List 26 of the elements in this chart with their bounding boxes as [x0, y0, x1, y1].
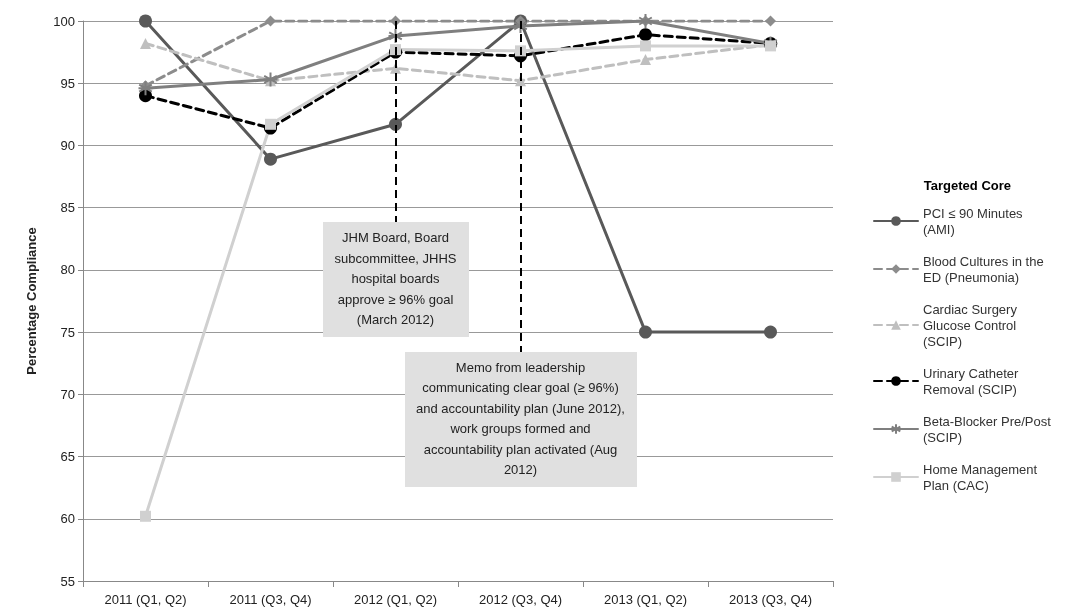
- x-tick-label: 2012 (Q1, Q2): [353, 592, 438, 607]
- y-axis-title: Percentage Compliance: [24, 227, 39, 375]
- y-tick-label: 85: [60, 200, 75, 216]
- y-tick-label: 90: [60, 137, 75, 153]
- y-tick-label: 80: [60, 262, 75, 278]
- note-box: JHM Board, Board subcommittee, JHHS hospital boards approve ≥ 96% goal (March 2012): [322, 222, 469, 337]
- legend-label: Home Management Plan (CAC): [923, 461, 1041, 493]
- note-box: Memo from leadership communicating clear goal (≥ 96%) and accountability plan (June 2012), work groups formed and accountability plan activated (Aug 2012): [404, 351, 637, 487]
- y-tick-label: 95: [60, 75, 75, 91]
- x-tick-label: 2011 (Q1, Q2): [104, 592, 187, 607]
- x-tick-label: 2012 (Q3, Q4): [478, 592, 563, 607]
- legend-label: Beta-Blocker Pre/Post (SCIP): [923, 413, 1055, 445]
- legend-title: Targeted Core: [923, 178, 1012, 193]
- y-tick-label: 65: [60, 449, 75, 465]
- x-tick-label: 2013 (Q3, Q4): [728, 592, 813, 607]
- legend-label: Urinary Catheter Removal (SCIP): [923, 365, 1022, 397]
- y-tick-label: 100: [53, 13, 75, 29]
- legend-label: Cardiac Surgery Glucose Control (SCIP): [923, 301, 1021, 349]
- legend-label: Blood Cultures in the ED (Pneumonia): [923, 253, 1048, 285]
- x-tick-label: 2011 (Q3, Q4): [229, 592, 312, 607]
- legend-label: PCI ≤ 90 Minutes (AMI): [923, 205, 1027, 237]
- y-tick-label: 75: [60, 324, 75, 340]
- y-tick-label: 60: [60, 511, 75, 527]
- y-tick-label: 70: [60, 386, 75, 402]
- y-tick-label: 55: [60, 573, 75, 589]
- x-tick-label: 2013 (Q1, Q2): [603, 592, 688, 607]
